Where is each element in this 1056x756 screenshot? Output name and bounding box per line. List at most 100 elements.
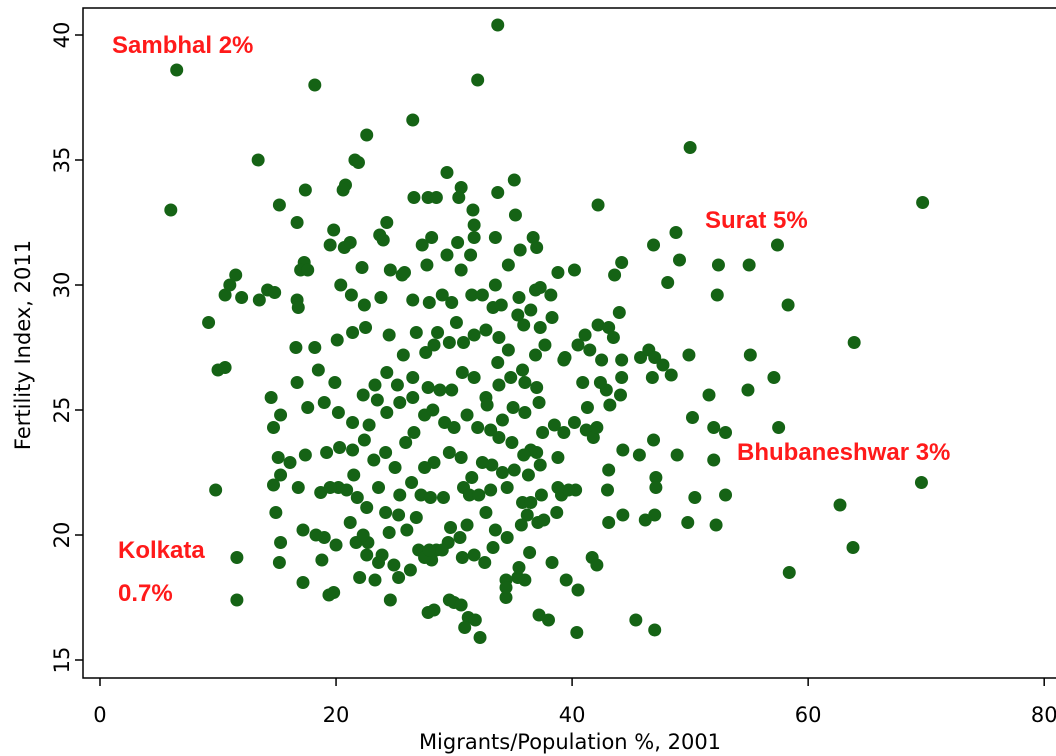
point — [602, 516, 616, 529]
point — [480, 398, 494, 412]
point — [291, 481, 305, 494]
point — [537, 513, 551, 527]
point — [346, 326, 360, 339]
point — [268, 286, 282, 299]
point — [308, 78, 322, 92]
point — [517, 448, 531, 462]
point — [494, 298, 508, 312]
point — [702, 388, 716, 402]
point — [266, 478, 280, 492]
point — [343, 516, 357, 529]
point — [536, 426, 550, 439]
point — [486, 541, 500, 554]
point — [367, 453, 381, 467]
point — [547, 418, 561, 432]
point — [442, 336, 456, 349]
point — [580, 401, 594, 414]
point — [290, 216, 304, 229]
point — [218, 361, 232, 374]
point — [567, 263, 581, 277]
point — [458, 621, 472, 634]
point — [368, 573, 382, 587]
point — [436, 491, 450, 504]
point — [647, 433, 661, 447]
point — [462, 488, 476, 502]
point — [711, 258, 725, 272]
point — [741, 383, 755, 397]
point — [467, 548, 481, 562]
point — [590, 421, 604, 434]
point — [707, 453, 721, 467]
point — [475, 288, 489, 302]
point — [591, 318, 605, 332]
point — [346, 416, 360, 429]
point — [615, 371, 629, 384]
annotation: Kolkata — [118, 537, 205, 564]
point — [529, 348, 543, 362]
point — [916, 196, 930, 209]
point — [524, 303, 538, 317]
point — [471, 73, 485, 87]
point — [390, 378, 404, 392]
point — [511, 571, 525, 584]
point — [533, 458, 547, 472]
point — [550, 506, 564, 519]
point — [615, 353, 629, 367]
point — [406, 113, 420, 127]
point — [298, 448, 312, 462]
point — [833, 498, 847, 512]
point — [331, 406, 345, 419]
x-tick-label: 20 — [323, 703, 350, 727]
point — [743, 348, 757, 362]
point — [454, 181, 468, 194]
point — [272, 556, 286, 569]
y-tick-label: 25 — [50, 397, 74, 424]
point — [445, 296, 459, 309]
point — [388, 461, 402, 474]
point — [379, 446, 393, 459]
point — [380, 366, 394, 379]
point — [356, 388, 370, 402]
point — [464, 248, 478, 262]
point — [301, 401, 315, 414]
point — [507, 463, 521, 477]
point — [460, 408, 474, 422]
point — [360, 128, 374, 142]
point — [719, 426, 733, 439]
y-tick-label: 35 — [50, 147, 74, 174]
point — [382, 526, 396, 539]
point — [478, 556, 492, 569]
point — [393, 396, 407, 409]
point — [264, 391, 278, 404]
point — [431, 326, 445, 339]
y-axis-title: Fertility Index, 2011 — [11, 240, 35, 450]
point — [440, 248, 454, 262]
point — [451, 236, 465, 249]
point — [271, 451, 285, 464]
point — [380, 216, 394, 229]
point — [504, 371, 518, 384]
point — [457, 336, 471, 349]
point — [392, 571, 406, 584]
point — [524, 496, 538, 509]
point — [523, 546, 537, 559]
point — [518, 406, 532, 419]
point — [742, 258, 756, 272]
point — [672, 253, 686, 267]
annotation: Surat 5% — [705, 207, 808, 234]
point — [447, 421, 461, 434]
point — [499, 591, 513, 604]
point — [634, 351, 648, 364]
point — [602, 321, 616, 334]
point — [501, 258, 515, 272]
point — [323, 238, 337, 252]
point — [545, 556, 559, 569]
point — [530, 381, 544, 394]
point — [656, 358, 670, 372]
point — [360, 548, 374, 562]
point — [426, 403, 440, 417]
point — [782, 566, 796, 579]
point — [512, 291, 526, 304]
point — [422, 543, 436, 557]
point — [419, 346, 433, 359]
